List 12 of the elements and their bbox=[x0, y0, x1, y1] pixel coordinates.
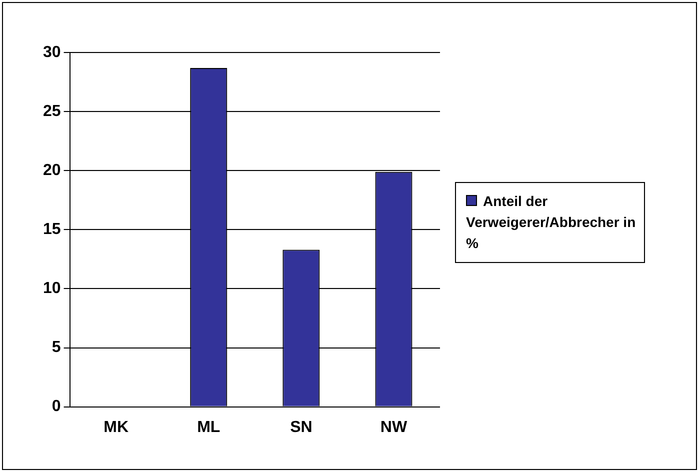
x-tick-label: NW bbox=[380, 418, 408, 436]
y-tick-label: 25 bbox=[43, 103, 61, 120]
x-tick-label: SN bbox=[290, 418, 312, 436]
y-tick-label: 30 bbox=[43, 44, 61, 62]
y-tick-label: 5 bbox=[52, 339, 61, 356]
legend-label: Anteil der Verweigerer/Abbrecher in % bbox=[466, 192, 636, 253]
y-tick-label: 15 bbox=[43, 221, 61, 238]
y-tick-label: 20 bbox=[43, 162, 61, 180]
y-tick-label: 10 bbox=[43, 280, 61, 298]
x-tick-label: ML bbox=[197, 418, 220, 436]
y-tick-label: 0 bbox=[52, 398, 61, 416]
x-tick-label: MK bbox=[104, 418, 129, 436]
